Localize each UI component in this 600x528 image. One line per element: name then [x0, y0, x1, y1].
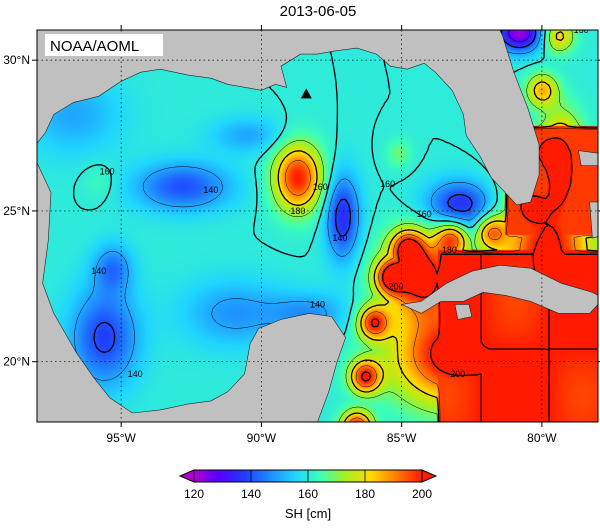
colorbar-tick-label: 120: [184, 487, 204, 501]
contour-label: 140: [203, 185, 218, 195]
land-abaco: [578, 150, 598, 166]
colorbar-label: SH [cm]: [285, 506, 331, 521]
credit-text: NOAA/AOML: [50, 38, 139, 55]
station-marker-triangle: [300, 88, 312, 99]
colorbar-tick-label: 160: [298, 487, 318, 501]
contour-label: 160: [417, 209, 432, 219]
lon-tick-label: 90°W: [247, 431, 277, 445]
land-cuba: [400, 264, 598, 314]
lat-tick-label: 20°N: [3, 355, 30, 369]
contour-label: 180: [290, 206, 305, 216]
credit-box: NOAA/AOML: [45, 34, 163, 56]
colorbar-ticks: 120 140 160 180 200: [184, 470, 432, 501]
lon-tick-label: 85°W: [387, 431, 417, 445]
contour-label: 180: [442, 245, 457, 255]
graticule: [37, 30, 598, 422]
lon-tick-label: 80°W: [527, 431, 557, 445]
lat-tick-label: 25°N: [3, 204, 30, 218]
contour-label: 160: [574, 25, 589, 35]
contour-label: 140: [128, 369, 143, 379]
contour-label: 160: [313, 182, 328, 192]
contour-label: 140: [91, 266, 106, 276]
contour-140: [93, 30, 537, 353]
contour-label: 160: [380, 179, 395, 189]
land-isla-juventud: [454, 304, 473, 320]
colorbar-tick-label: 140: [241, 487, 261, 501]
colorbar-tick-label: 180: [355, 487, 375, 501]
contour-labels: 160 140 180 160 140 160 160 140 140 140 180 200 200 1…: [91, 25, 589, 379]
lon-tick-label: 95°W: [106, 431, 136, 445]
contour-label: 200: [389, 281, 404, 291]
colorbar-tick-label: 200: [412, 487, 432, 501]
contour-170: [270, 30, 598, 422]
contour-label: 140: [332, 233, 347, 243]
land-mexico-yucatan: [37, 161, 346, 422]
contour-label: 200: [450, 369, 465, 379]
map-frame: [36, 29, 599, 423]
contour-130: [508, 30, 530, 42]
contour-label: 140: [310, 299, 325, 309]
map-title: 2013-06-05: [280, 3, 357, 20]
colorbar-max-extend: [421, 469, 438, 483]
colorbar: 120 140 160 180 200 SH [cm]: [178, 469, 438, 521]
axis-ticks: 95°W 90°W 85°W 80°W 20°N 25°N 30°N: [3, 25, 600, 445]
lat-tick-label: 30°N: [3, 53, 30, 67]
colorbar-min-extend: [178, 469, 195, 483]
contour-label: 160: [100, 167, 115, 177]
map-area: 160 140 180 160 140 160 160 140 140 140 180 200 200 1…: [37, 25, 598, 422]
